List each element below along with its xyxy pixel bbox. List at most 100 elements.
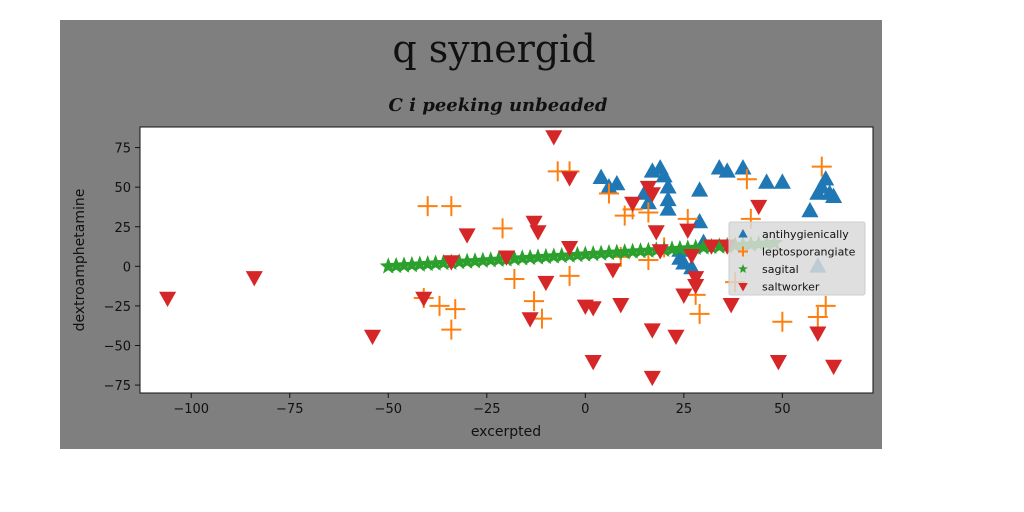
data-point: [395, 256, 413, 273]
legend: antihygienically leptosporangiate sagital s…: [728, 221, 866, 296]
y-tick-label: 0: [123, 260, 131, 275]
data-point: [427, 254, 445, 271]
data-point: [647, 225, 665, 241]
legend-marker: [738, 264, 748, 273]
data-point: [616, 243, 634, 260]
legend-marker: [738, 246, 748, 257]
data-point: [505, 249, 523, 266]
data-point: [643, 187, 661, 203]
data-point: [559, 265, 580, 286]
data-point: [576, 245, 594, 262]
data-point: [429, 295, 450, 316]
data-point: [675, 288, 693, 304]
data-point: [643, 323, 661, 339]
x-tick-label: 50: [774, 402, 791, 417]
data-point: [691, 181, 709, 197]
data-point: [545, 247, 563, 264]
data-point: [545, 130, 563, 146]
data-point: [710, 237, 728, 254]
legend-label: sagital: [762, 263, 799, 276]
data-point: [497, 250, 516, 266]
data-point: [584, 245, 602, 262]
data-point: [651, 244, 669, 260]
data-point: [450, 253, 468, 270]
data-point: [679, 223, 697, 239]
data-point: [604, 263, 622, 279]
data-point: [624, 242, 642, 259]
data-point: [608, 175, 626, 191]
legend-marker: [738, 283, 748, 292]
data-point: [683, 258, 701, 275]
data-point: [736, 169, 757, 190]
data-point: [513, 249, 531, 266]
data-point: [415, 291, 433, 307]
data-point: [801, 201, 819, 218]
data-point: [531, 308, 552, 329]
data-point: [474, 251, 492, 268]
data-point: [750, 199, 768, 216]
data-point: [504, 269, 525, 289]
data-point: [695, 238, 713, 255]
data-point: [639, 241, 657, 258]
data-point: [687, 238, 705, 256]
y-tick-label: 50: [114, 181, 131, 196]
data-point: [417, 196, 438, 217]
data-point: [441, 196, 462, 217]
series-saltworker: [159, 130, 843, 387]
data-point: [387, 256, 405, 274]
series-antihygienically: [592, 159, 843, 275]
data-point: [638, 202, 659, 223]
data-point: [553, 246, 571, 264]
data-point: [655, 167, 673, 183]
data-point: [529, 225, 547, 241]
data-point: [659, 200, 677, 216]
data-point: [524, 291, 545, 312]
data-point: [159, 291, 177, 307]
x-tick-label: −50: [375, 402, 402, 417]
data-point: [592, 244, 610, 261]
data-point: [529, 248, 547, 265]
data-point: [525, 215, 543, 231]
data-point: [702, 239, 720, 255]
x-axis: −100 −75 −50 −25 0 25 50: [173, 393, 791, 417]
data-point: [773, 173, 791, 189]
legend-box: [728, 221, 866, 296]
legend-label: antihygienically: [762, 228, 849, 241]
data-point: [659, 190, 677, 207]
data-point: [442, 255, 460, 271]
data-point: [772, 311, 793, 332]
x-tick-label: 0: [581, 402, 589, 417]
data-point: [521, 312, 539, 328]
y-tick-label: 25: [114, 221, 131, 236]
data-point: [663, 240, 681, 257]
data-point: [403, 255, 421, 273]
data-point: [608, 243, 626, 260]
x-tick-label: −75: [276, 402, 303, 417]
data-point: [521, 248, 539, 266]
x-tick-label: 25: [676, 402, 693, 417]
data-point: [598, 183, 619, 204]
data-point: [482, 251, 500, 268]
data-point: [825, 187, 843, 203]
data-point: [689, 303, 710, 324]
data-point: [419, 255, 437, 272]
data-point: [809, 326, 827, 342]
data-point: [245, 271, 263, 287]
data-point: [434, 254, 452, 271]
data-point: [537, 275, 555, 292]
data-point: [718, 162, 736, 178]
data-point: [769, 355, 787, 371]
data-point: [811, 156, 832, 177]
y-tick-label: 75: [114, 142, 131, 157]
data-point: [624, 196, 642, 212]
data-point: [815, 295, 836, 316]
data-point: [659, 178, 677, 194]
chart-subtitle: C i peeking unbeaded: [389, 95, 608, 116]
y-axis: −75 −50 −25 0 25 50 75: [104, 142, 140, 394]
data-point: [813, 178, 831, 194]
data-point: [679, 239, 697, 256]
data-point: [379, 257, 397, 274]
y-tick-label: −75: [104, 379, 131, 394]
data-point: [683, 248, 701, 265]
data-point: [561, 171, 579, 187]
